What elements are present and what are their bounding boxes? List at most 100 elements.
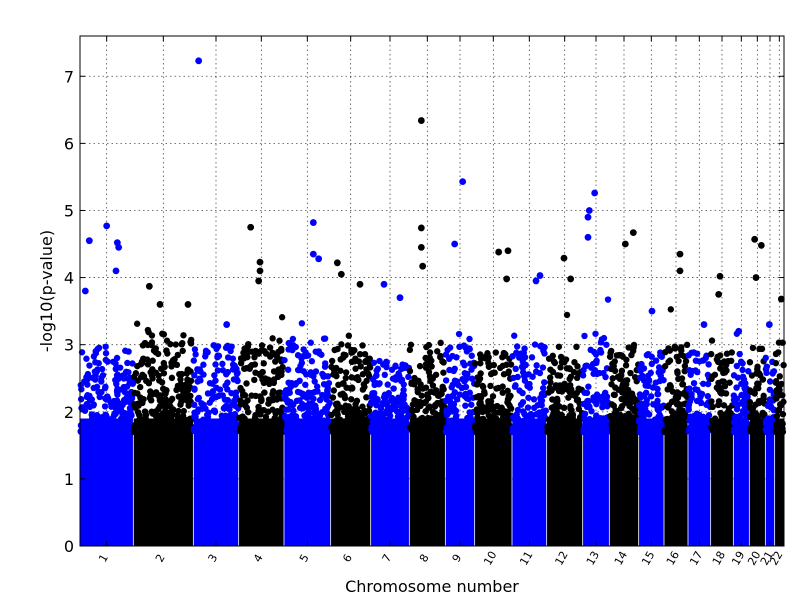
peak-point-chr8: [417, 117, 425, 124]
snp-point: [726, 379, 733, 386]
snp-point: [162, 414, 169, 421]
snp-point: [708, 337, 716, 344]
snp-point: [260, 379, 268, 387]
snp-point: [629, 395, 636, 402]
snp-point: [431, 427, 438, 435]
snp-point: [601, 389, 609, 396]
snp-point: [269, 390, 276, 398]
snp-point: [545, 389, 552, 396]
snp-point: [693, 410, 701, 417]
snp-point: [680, 427, 688, 434]
snp-point: [116, 428, 123, 435]
snp-point: [328, 363, 335, 371]
snp-point: [617, 404, 625, 412]
snp-point: [140, 373, 148, 380]
snp-point: [417, 415, 425, 422]
snp-point: [507, 405, 515, 412]
snp-point: [345, 415, 353, 423]
snp-point: [338, 341, 345, 348]
peak-point-chr10: [503, 275, 511, 283]
chromosome-band-15: [639, 418, 664, 546]
snp-point: [101, 403, 109, 410]
snp-point: [748, 372, 756, 379]
snp-point: [746, 398, 754, 406]
snp-point: [613, 352, 620, 359]
snp-point: [110, 417, 117, 424]
snp-point: [718, 428, 726, 435]
snp-point: [447, 428, 455, 436]
snp-point: [319, 391, 326, 399]
snp-point: [191, 386, 198, 393]
snp-point: [162, 404, 169, 412]
snp-point: [125, 369, 132, 376]
peak-point-chr6: [337, 270, 345, 278]
snp-point: [527, 424, 534, 431]
snp-point: [491, 428, 498, 436]
snp-point: [764, 402, 771, 409]
snp-point: [254, 349, 262, 357]
chromosome-band-7: [371, 418, 409, 546]
snp-point: [446, 344, 454, 351]
snp-point: [592, 330, 599, 337]
snp-point: [709, 403, 716, 411]
snp-point: [779, 428, 786, 436]
snp-point: [707, 350, 715, 358]
snp-point: [110, 412, 118, 420]
snp-point: [363, 394, 370, 401]
peak-point-chr19: [735, 327, 743, 335]
snp-point: [479, 408, 486, 416]
snp-point: [542, 407, 549, 414]
peak-point-chr15: [648, 307, 656, 315]
snp-point: [639, 427, 646, 435]
snp-point: [685, 401, 693, 408]
x-tick-label: 17: [687, 549, 705, 568]
snp-point: [700, 356, 707, 364]
snp-point: [557, 364, 564, 371]
snp-point: [270, 376, 278, 384]
snp-point: [187, 377, 195, 385]
snp-point: [472, 424, 479, 432]
snp-point: [149, 390, 157, 398]
snp-point: [307, 428, 314, 436]
chromosome-band-9: [445, 418, 475, 546]
snp-point: [266, 344, 274, 351]
snp-point: [655, 369, 662, 376]
snp-point: [505, 369, 512, 377]
snp-point: [714, 420, 721, 427]
snp-point: [725, 405, 733, 412]
snp-point: [133, 320, 141, 327]
snp-point: [301, 412, 308, 419]
snp-point: [305, 389, 312, 396]
x-tick-label: 21: [758, 549, 776, 568]
peak-point-chr11: [532, 277, 540, 285]
chromosome-band-21: [765, 418, 775, 546]
snp-point: [170, 424, 177, 432]
snp-point: [284, 399, 291, 406]
peak-point-chr17: [700, 321, 708, 328]
snp-point: [333, 372, 340, 380]
snp-point: [401, 401, 408, 408]
snp-point: [475, 377, 483, 384]
snp-point: [400, 381, 407, 388]
snp-point: [388, 397, 395, 404]
snp-point: [86, 362, 93, 369]
snp-point: [294, 366, 302, 374]
peak-point-chr4: [255, 277, 263, 285]
y-tick-label: 3: [64, 336, 74, 355]
snp-point: [177, 380, 185, 388]
snp-point: [257, 371, 264, 379]
snp-point: [733, 362, 741, 370]
snp-point: [620, 378, 627, 386]
snp-point: [89, 428, 96, 435]
snp-point: [90, 353, 98, 360]
snp-point: [368, 427, 376, 435]
snp-point: [351, 358, 358, 365]
snp-point: [242, 419, 250, 426]
snp-point: [677, 421, 684, 428]
snp-point: [599, 403, 606, 411]
snp-point: [325, 379, 333, 387]
snp-point: [265, 424, 272, 431]
snp-point: [499, 418, 507, 425]
snp-point: [426, 373, 434, 380]
snp-point: [702, 416, 710, 424]
